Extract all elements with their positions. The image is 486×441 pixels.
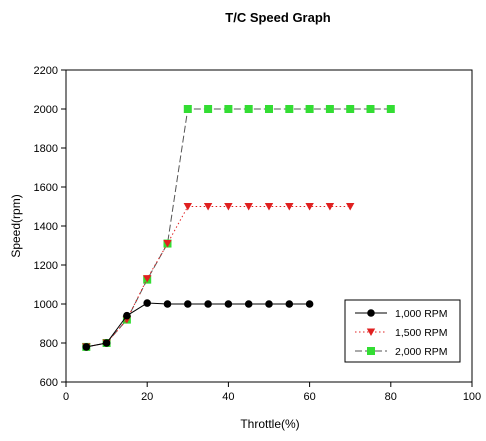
legend-label: 2,000 RPM	[395, 346, 448, 358]
y-tick-label: 600	[40, 377, 58, 389]
data-point	[366, 105, 375, 113]
legend-marker	[366, 328, 376, 336]
series-1	[82, 203, 355, 351]
x-axis-label: Throttle(%)	[240, 417, 299, 431]
series-line	[86, 302, 310, 348]
data-point	[102, 339, 111, 347]
data-point	[163, 240, 172, 248]
data-point	[265, 105, 273, 113]
data-point	[143, 275, 152, 283]
chart-title: T/C Speed Graph	[225, 10, 331, 25]
data-point	[123, 311, 131, 320]
data-point	[244, 300, 253, 308]
legend-label: 1,500 RPM	[395, 327, 448, 339]
y-tick-label: 1000	[34, 299, 58, 311]
x-tick-label: 60	[303, 391, 315, 403]
legend-marker	[367, 309, 375, 317]
y-tick-label: 1600	[34, 182, 58, 194]
axes: 0 20 40 60 80 100 600 800 1000 1200 1400 1600 1800 20…	[34, 65, 482, 403]
data-point	[204, 105, 213, 113]
y-tick-label: 2000	[34, 104, 58, 116]
data-point	[244, 203, 253, 211]
data-point	[325, 105, 334, 113]
y-tick-label: 1400	[34, 221, 58, 233]
x-tick-label: 80	[385, 391, 397, 403]
data-point	[204, 300, 212, 308]
data-point	[265, 300, 273, 308]
data-point	[386, 105, 395, 113]
legend-label: 1,000 RPM	[395, 308, 448, 320]
data-point	[143, 299, 151, 307]
x-tick-label: 20	[141, 391, 153, 403]
data-point	[224, 203, 233, 211]
legend-marker	[367, 347, 375, 355]
data-point	[82, 343, 91, 351]
series-line	[86, 206, 351, 348]
y-tick-label: 1800	[34, 143, 58, 155]
data-point	[285, 300, 294, 308]
y-tick-label: 2200	[34, 65, 58, 77]
x-tick-label: 40	[222, 391, 234, 403]
data-point	[305, 105, 314, 113]
series-0	[82, 299, 314, 351]
legend-box	[344, 299, 461, 363]
y-tick-label: 1200	[34, 260, 58, 272]
data-point	[163, 300, 172, 308]
x-tick-label: 100	[463, 391, 481, 403]
data-point	[346, 105, 355, 113]
data-point	[346, 203, 355, 211]
data-point	[244, 105, 253, 113]
y-axis-label: Speed(rpm)	[9, 194, 23, 257]
legend: 1,000 RPM 1,500 RPM 2,000 RPM	[344, 299, 461, 363]
data-point	[224, 300, 233, 308]
data-point	[184, 300, 192, 308]
data-point	[203, 203, 213, 211]
data-point	[183, 105, 192, 113]
data-point	[305, 300, 314, 308]
data-point	[285, 105, 294, 113]
data-point	[264, 203, 274, 211]
x-tick-label: 0	[63, 391, 69, 403]
series-layer	[82, 105, 395, 351]
series-line	[86, 108, 391, 348]
data-point	[305, 203, 314, 211]
data-point	[183, 203, 192, 211]
data-point	[285, 203, 294, 211]
data-point	[325, 203, 335, 211]
y-tick-label: 800	[40, 338, 58, 350]
data-point	[224, 105, 233, 113]
